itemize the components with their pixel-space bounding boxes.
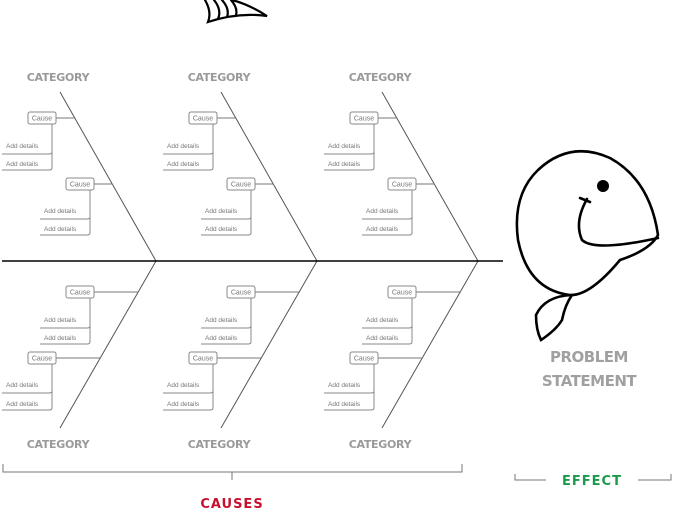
detail-text[interactable]: Add details: [205, 335, 238, 342]
category-bone: [220, 91, 318, 262]
cause-label[interactable]: Cause: [354, 116, 374, 123]
detail-lines: [40, 298, 91, 345]
detail-text[interactable]: Add details: [328, 161, 361, 168]
cause-box[interactable]: [188, 111, 218, 125]
cause-label[interactable]: Cause: [32, 116, 52, 123]
detail-text[interactable]: Add details: [44, 208, 77, 215]
category-bone: [381, 260, 479, 429]
fish-eye-icon: [597, 180, 609, 192]
causes-bracket: [2, 464, 463, 480]
detail-text[interactable]: Add details: [6, 161, 39, 168]
detail-lines: [324, 124, 375, 171]
problem-statement-line1[interactable]: PROBLEM: [550, 348, 628, 366]
category-branch-top: CATEGORY Cause Add details Add details Cause…: [163, 71, 318, 262]
detail-lines: [40, 190, 91, 236]
cause-box[interactable]: [65, 177, 95, 191]
cause-box[interactable]: [188, 351, 218, 365]
cause-label[interactable]: Cause: [70, 290, 90, 297]
detail-text[interactable]: Add details: [366, 335, 399, 342]
category-bone: [381, 91, 479, 262]
category-label[interactable]: CATEGORY: [188, 438, 252, 451]
cause-box[interactable]: [226, 285, 256, 299]
cause-box[interactable]: [27, 351, 57, 365]
detail-text[interactable]: Add details: [328, 382, 361, 389]
detail-lines: [201, 298, 252, 345]
category-branch-bottom: CATEGORY Cause Add details Add details Cause…: [2, 260, 157, 451]
cause-box[interactable]: [349, 351, 379, 365]
detail-lines: [163, 124, 214, 171]
detail-text[interactable]: Add details: [6, 143, 39, 150]
category-bone: [220, 260, 318, 429]
detail-lines: [2, 364, 53, 411]
detail-text[interactable]: Add details: [205, 208, 238, 215]
detail-text[interactable]: Add details: [205, 226, 238, 233]
cause-label[interactable]: Cause: [193, 116, 213, 123]
detail-lines: [201, 190, 252, 236]
category-label[interactable]: CATEGORY: [27, 71, 91, 84]
category-label[interactable]: CATEGORY: [188, 71, 252, 84]
cause-box[interactable]: [387, 285, 417, 299]
detail-text[interactable]: Add details: [6, 382, 39, 389]
detail-text[interactable]: Add details: [328, 401, 361, 408]
category-bone: [59, 260, 157, 429]
category-branch-bottom: CATEGORY Cause Add details Add details Cause…: [324, 260, 479, 451]
cause-label[interactable]: Cause: [354, 356, 374, 363]
detail-text[interactable]: Add details: [328, 143, 361, 150]
category-branch-top: CATEGORY Cause Add details Add details Cause…: [2, 71, 157, 262]
cause-box[interactable]: [27, 111, 57, 125]
causes-label: CAUSES: [200, 497, 263, 512]
category-bone: [59, 91, 157, 262]
detail-lines: [324, 364, 375, 411]
cause-label[interactable]: Cause: [392, 290, 412, 297]
detail-text[interactable]: Add details: [44, 335, 77, 342]
detail-text[interactable]: Add details: [6, 401, 39, 408]
cause-label[interactable]: Cause: [231, 290, 251, 297]
cause-label[interactable]: Cause: [231, 182, 251, 189]
detail-text[interactable]: Add details: [167, 382, 200, 389]
cause-box[interactable]: [349, 111, 379, 125]
detail-text[interactable]: Add details: [44, 317, 77, 324]
detail-lines: [163, 364, 214, 411]
bones: CATEGORY Cause Add details Add details Cause…: [2, 71, 479, 451]
cause-label[interactable]: Cause: [392, 182, 412, 189]
problem-statement-line2[interactable]: STATEMENT: [542, 372, 638, 390]
detail-text[interactable]: Add details: [205, 317, 238, 324]
cause-label[interactable]: Cause: [32, 356, 52, 363]
detail-text[interactable]: Add details: [167, 161, 200, 168]
category-branch-top: CATEGORY Cause Add details Add details Cause…: [324, 71, 479, 262]
cause-box[interactable]: [65, 285, 95, 299]
detail-text[interactable]: Add details: [44, 226, 77, 233]
detail-text[interactable]: Add details: [366, 208, 399, 215]
category-label[interactable]: CATEGORY: [27, 438, 91, 451]
detail-text[interactable]: Add details: [366, 317, 399, 324]
detail-lines: [362, 298, 413, 345]
fish-tail-icon: [203, 0, 268, 24]
cause-box[interactable]: [387, 177, 417, 191]
category-branch-bottom: CATEGORY Cause Add details Add details Cause…: [163, 260, 318, 451]
detail-text[interactable]: Add details: [167, 143, 200, 150]
effect-bracket: [514, 474, 672, 481]
detail-lines: [362, 190, 413, 236]
category-label[interactable]: CATEGORY: [349, 438, 413, 451]
cause-label[interactable]: Cause: [70, 182, 90, 189]
effect-label: EFFECT: [562, 474, 622, 489]
category-label[interactable]: CATEGORY: [349, 71, 413, 84]
detail-text[interactable]: Add details: [366, 226, 399, 233]
cause-box[interactable]: [226, 177, 256, 191]
detail-text[interactable]: Add details: [167, 401, 200, 408]
fish-head-icon: [515, 149, 660, 342]
cause-label[interactable]: Cause: [193, 356, 213, 363]
detail-lines: [2, 124, 53, 171]
